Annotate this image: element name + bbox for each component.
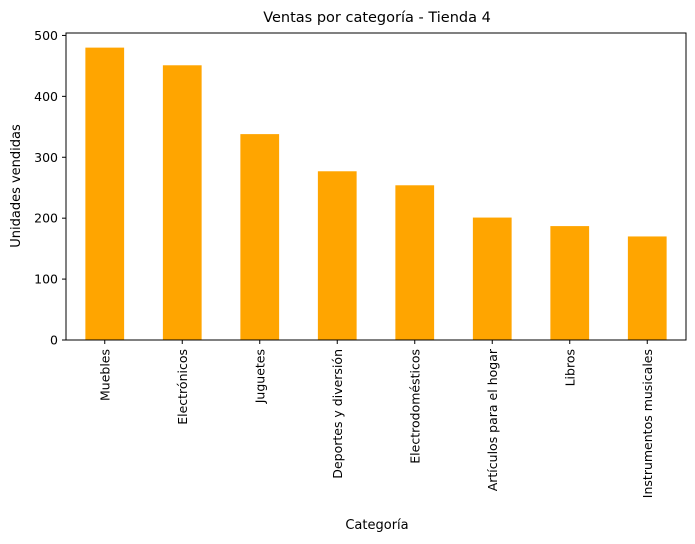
y-tick-label: 500 [34, 28, 58, 43]
y-axis: 0 100 200 300 400 500 [34, 28, 66, 348]
x-tick-label: Artículos para el hogar [485, 348, 500, 491]
x-tick-label: Juguetes [252, 349, 267, 404]
y-tick-label: 200 [34, 211, 58, 226]
y-axis-label: Unidades vendidas [9, 124, 24, 248]
bar [162, 65, 202, 341]
bar [317, 171, 357, 340]
y-tick-label: 100 [34, 272, 58, 287]
x-axis-label: Categoría [345, 518, 408, 533]
x-tick-label: Electrodomésticos [407, 349, 422, 464]
y-tick-label: 400 [34, 89, 58, 104]
bar [550, 226, 590, 340]
bars-group [85, 47, 667, 341]
x-axis: Muebles Electrónicos Juguetes Deportes y di… [97, 340, 655, 498]
x-tick-label: Instrumentos musicales [640, 349, 655, 498]
bar [395, 185, 435, 340]
x-tick-label: Deportes y diversión [330, 349, 345, 479]
y-tick-label: 0 [50, 333, 58, 348]
chart-title: Ventas por categoría - Tienda 4 [263, 10, 491, 26]
x-tick-label: Muebles [97, 349, 112, 401]
bar [85, 47, 125, 340]
x-tick-label: Electrónicos [175, 349, 190, 425]
plot-frame [65, 32, 687, 341]
bar [627, 236, 667, 340]
bar [472, 217, 512, 340]
x-tick-label: Libros [562, 349, 577, 386]
bar [240, 134, 280, 340]
y-tick-label: 300 [34, 150, 58, 165]
